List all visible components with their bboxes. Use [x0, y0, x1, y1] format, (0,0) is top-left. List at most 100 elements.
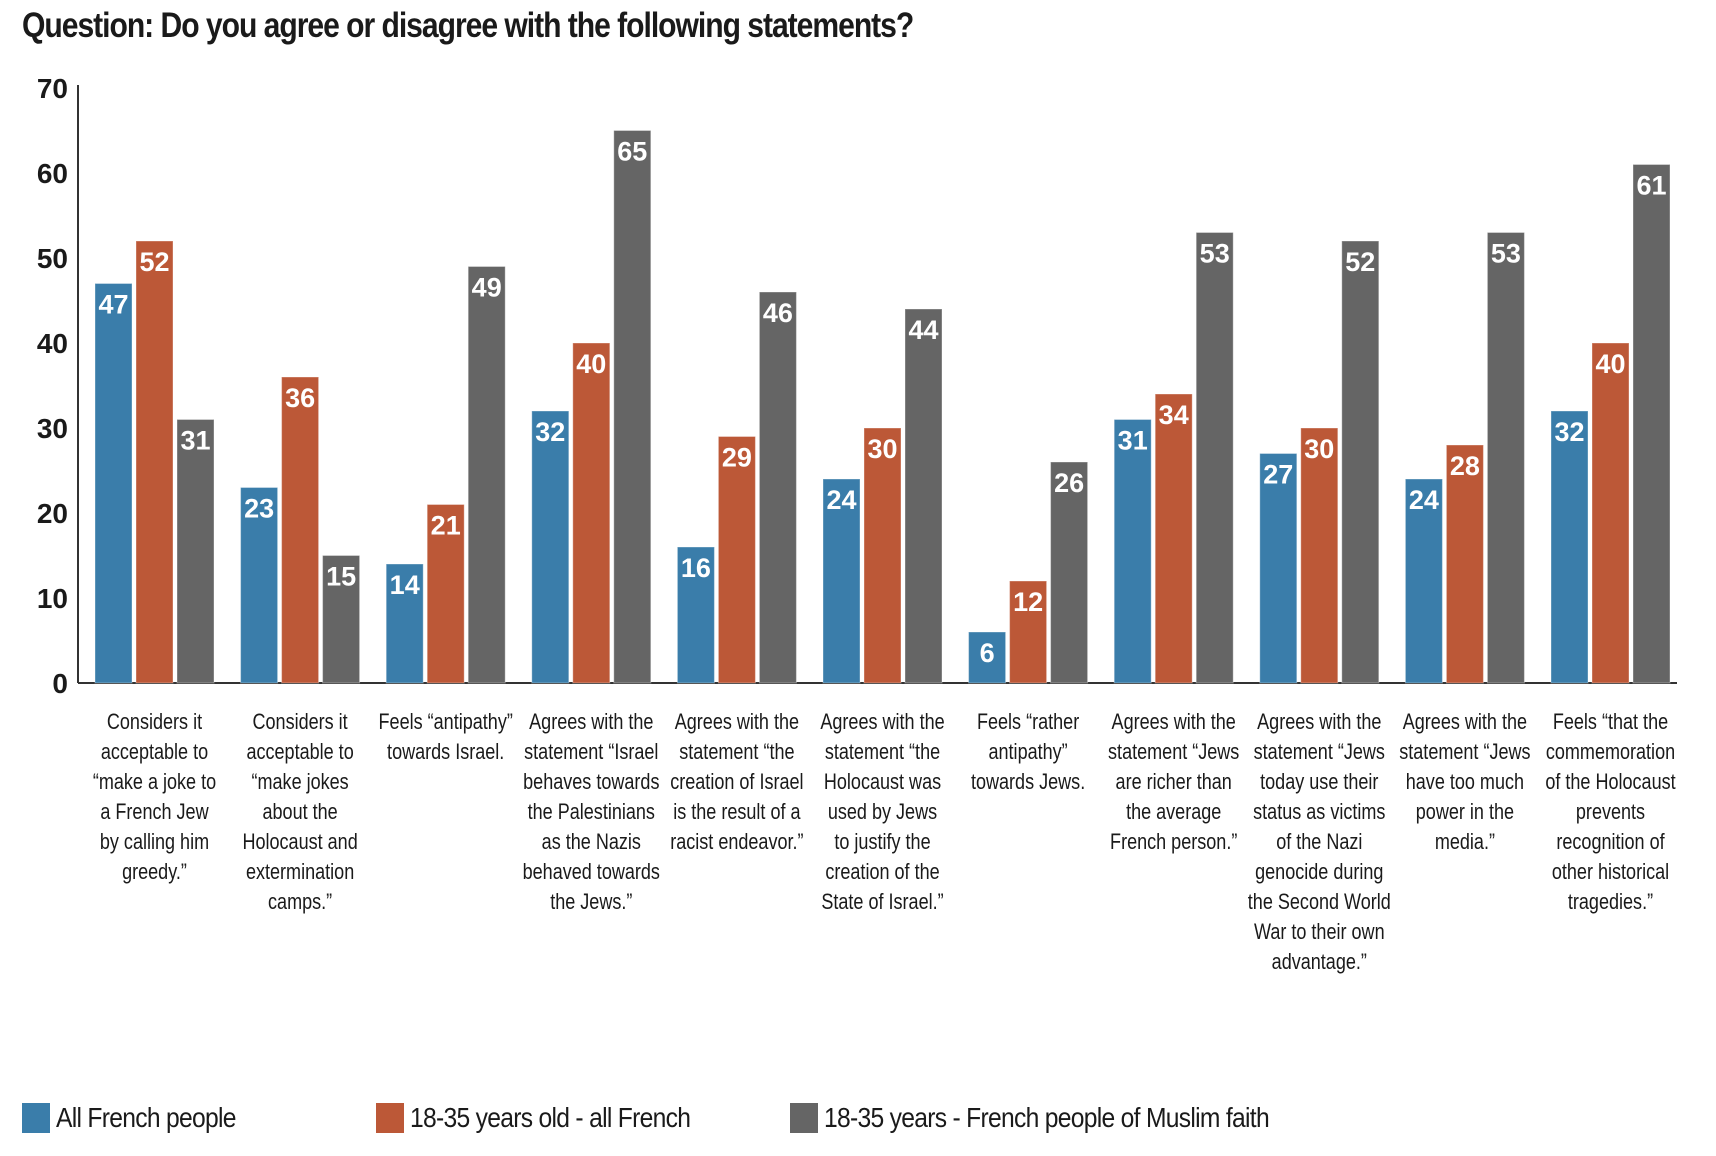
- bar-value-label: 30: [1304, 434, 1334, 464]
- bar-value-label: 34: [1159, 400, 1189, 430]
- legend-item-all-french: All French people: [22, 1102, 376, 1134]
- category-label-line: Considers it: [107, 710, 203, 734]
- category-label-line: antipathy”: [989, 740, 1068, 764]
- category-label-line: French person.”: [1110, 830, 1237, 854]
- category-label-line: power in the: [1416, 800, 1514, 824]
- category-label-line: prevents: [1576, 800, 1645, 824]
- bar-18-35-all-french: [863, 427, 902, 684]
- legend: All French people 18-35 years old - all …: [22, 1102, 1330, 1134]
- category-label-line: “make a joke to: [93, 770, 216, 794]
- bar-18-35-muslim: [1486, 232, 1525, 684]
- bar-value-label: 23: [244, 494, 274, 524]
- category-label-line: acceptable to: [101, 740, 208, 764]
- bar-all-french: [385, 563, 424, 684]
- category-label-line: statement “Jews: [1108, 740, 1239, 764]
- category-label-line: State of Israel.”: [821, 890, 943, 914]
- category-label-line: extermination: [246, 860, 354, 884]
- bar-value-label: 21: [431, 511, 461, 541]
- category-label-line: statement “Israel: [524, 740, 658, 764]
- bar-value-label: 52: [1345, 247, 1375, 277]
- category-label-line: racist endeavor.”: [670, 830, 803, 854]
- category-label-line: Agrees with the: [529, 710, 653, 734]
- category-label-line: behaved towards: [523, 860, 660, 884]
- bar-value-label: 47: [98, 290, 128, 320]
- bar-value-label: 36: [285, 383, 315, 413]
- category-label-line: media.”: [1435, 830, 1495, 854]
- y-tick-label: 10: [37, 583, 68, 614]
- category-label-line: the Second World: [1248, 890, 1391, 914]
- category-label-line: behaves towards: [523, 770, 659, 794]
- bar-18-35-muslim: [467, 266, 506, 684]
- category-label-line: Holocaust was: [824, 770, 941, 794]
- category-label-line: “make jokes: [251, 770, 348, 794]
- bar-value-label: 61: [1636, 171, 1666, 201]
- category-label-line: Feels “that the: [1553, 710, 1668, 734]
- y-tick-label: 0: [52, 668, 68, 699]
- bar-value-label: 12: [1013, 587, 1043, 617]
- y-tick-label: 60: [37, 158, 68, 189]
- category-label-line: camps.”: [268, 890, 332, 914]
- category-label-line: used by Jews: [828, 800, 937, 824]
- category-label-line: towards Israel.: [387, 740, 504, 764]
- bar-18-35-muslim: [322, 555, 361, 684]
- bar-18-35-all-french: [1154, 393, 1193, 684]
- y-tick-label: 20: [37, 498, 68, 529]
- bar-18-35-muslim: [176, 419, 215, 684]
- category-label-line: by calling him: [100, 830, 209, 854]
- bar-18-35-all-french: [1591, 342, 1630, 684]
- category-label-line: Agrees with the: [1403, 710, 1527, 734]
- category-label-line: to justify the: [834, 830, 930, 854]
- legend-swatch-orange: [376, 1103, 404, 1133]
- bar-value-label: 16: [681, 553, 711, 583]
- category-label-line: statement “Jews: [1399, 740, 1530, 764]
- category-label-line: Agrees with the: [820, 710, 944, 734]
- category-label-line: Considers it: [252, 710, 348, 734]
- bar-value-label: 24: [826, 485, 856, 515]
- x-axis-labels: Considers it acceptable to “make a joke to…: [93, 710, 1676, 974]
- bar-18-35-muslim: [613, 130, 652, 684]
- category-label-line: statement “the: [679, 740, 794, 764]
- category-label: Feels “antipathy” towards Israel.: [379, 710, 513, 764]
- bar-all-french: [968, 631, 1007, 684]
- y-tick-label: 70: [37, 73, 68, 104]
- bar-value-label: 26: [1054, 468, 1084, 498]
- category-label-line: tragedies.”: [1568, 890, 1653, 914]
- bar-all-french: [531, 410, 570, 684]
- category-label: Agrees with the statement “Israel behaves …: [523, 710, 660, 914]
- bar-all-french: [1550, 410, 1589, 684]
- category-label-line: genocide during: [1255, 860, 1383, 884]
- bar-value-label: 30: [867, 434, 897, 464]
- category-label-line: the average: [1126, 800, 1221, 824]
- bar-18-35-muslim: [904, 308, 943, 684]
- bar-all-french: [240, 487, 279, 684]
- bar-18-35-muslim: [1050, 461, 1089, 684]
- bar-18-35-muslim: [1195, 232, 1234, 684]
- bar-value-label: 31: [1118, 426, 1148, 456]
- category-label-line: the Palestinians: [528, 800, 655, 824]
- bar-18-35-muslim: [1632, 164, 1671, 684]
- bar-all-french: [822, 478, 861, 684]
- bar-value-label: 53: [1491, 239, 1521, 269]
- category-label-line: a French Jew: [100, 800, 209, 824]
- bar-value-label: 32: [1554, 417, 1584, 447]
- bar-value-label: 40: [1595, 349, 1625, 379]
- category-label-line: as the Nazis: [542, 830, 641, 854]
- bar-value-label: 46: [763, 298, 793, 328]
- bar-value-label: 32: [535, 417, 565, 447]
- bar-all-french: [94, 283, 133, 684]
- bar-all-french: [1404, 478, 1443, 684]
- y-tick-label: 40: [37, 328, 68, 359]
- category-label: Agrees with the statement “the Holocaust w…: [820, 710, 944, 914]
- bar-18-35-all-french: [281, 376, 320, 684]
- category-label-line: acceptable to: [246, 740, 353, 764]
- legend-swatch-gray: [790, 1103, 818, 1133]
- bar-value-label: 29: [722, 443, 752, 473]
- category-label-line: advantage.”: [1272, 950, 1367, 974]
- bar-value-label: 31: [180, 426, 210, 456]
- category-label-line: creation of the: [825, 860, 939, 884]
- bar-all-french: [676, 546, 715, 684]
- y-tick-label: 30: [37, 413, 68, 444]
- bar-18-35-all-french: [426, 504, 465, 684]
- category-label-line: towards Jews.: [971, 770, 1085, 794]
